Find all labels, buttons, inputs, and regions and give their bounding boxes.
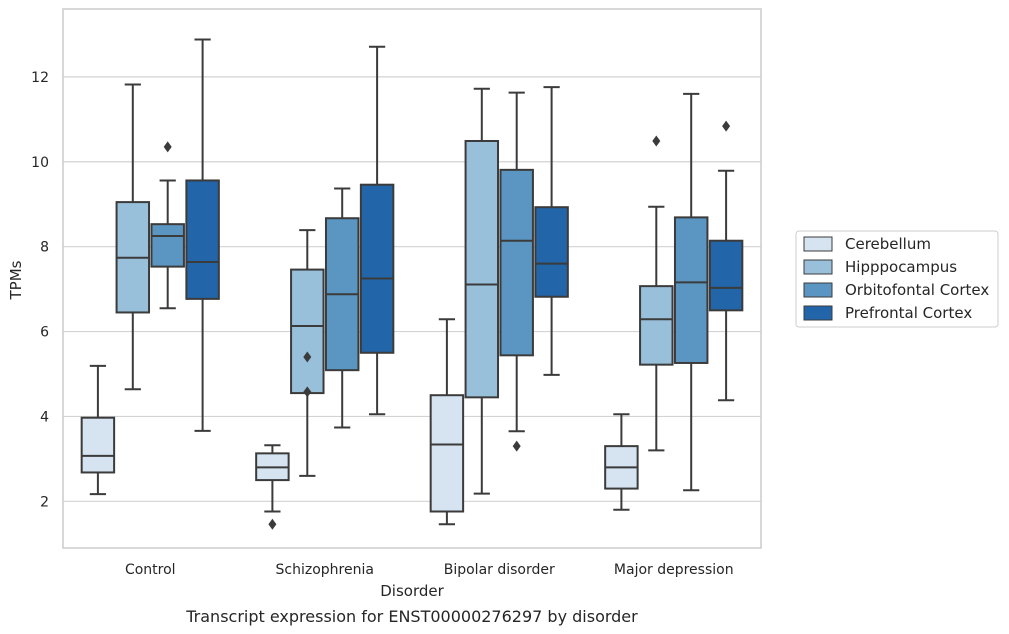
box-cerebellum-1: [255, 444, 290, 530]
plot-area-frame: [62, 8, 762, 549]
y-tick-label: 8: [40, 240, 49, 256]
x-tick-label: Control: [125, 562, 176, 578]
y-tick-label: 10: [31, 155, 49, 171]
legend-swatch: [803, 259, 833, 275]
iqr-box: [464, 139, 500, 399]
box-orbitofontal-cortex-3: [673, 92, 709, 492]
iqr-box: [185, 179, 220, 300]
legend-label: Cerebellum: [845, 235, 931, 253]
chart-caption: Transcript expression for ENST0000027629…: [185, 607, 638, 626]
box-prefrontal-cortex-1: [359, 45, 395, 416]
y-tick-label: 4: [40, 409, 49, 425]
box-hipppocampus-2: [464, 87, 500, 495]
y-tick-label: 12: [31, 70, 49, 86]
iqr-box: [639, 285, 674, 366]
box-hipppocampus-3: [639, 135, 674, 452]
iqr-box: [359, 183, 395, 354]
x-tick-label: Major depression: [614, 562, 734, 578]
x-tick-labels: Control Schizophrenia Bipolar disorder Majo…: [125, 562, 734, 578]
legend-label: Prefrontal Cortex: [845, 304, 972, 322]
outlier-point: [722, 120, 731, 132]
legend-frame: [795, 230, 999, 328]
iqr-box: [150, 223, 185, 268]
boxes: [80, 38, 744, 530]
outlier-point: [268, 518, 277, 530]
outlier-point: [652, 135, 661, 147]
iqr-box: [429, 394, 465, 513]
y-tick-label: 6: [40, 325, 49, 341]
legend-label: Orbitofontal Cortex: [845, 281, 989, 299]
iqr-box: [290, 268, 325, 395]
iqr-box: [673, 216, 709, 364]
iqr-box: [80, 416, 116, 474]
legend-swatch: [803, 236, 833, 252]
outlier-point: [512, 440, 521, 452]
box-hipppocampus-0: [115, 83, 151, 391]
box-hipppocampus-1: [290, 229, 325, 477]
box-prefrontal-cortex-3: [708, 120, 744, 402]
iqr-box: [499, 168, 534, 357]
box-orbitofontal-cortex-0: [150, 141, 185, 310]
x-tick-label: Schizophrenia: [276, 562, 374, 578]
iqr-box: [534, 206, 569, 298]
box-prefrontal-cortex-2: [534, 86, 569, 376]
legend-swatch: [803, 282, 833, 298]
box-prefrontal-cortex-0: [185, 38, 220, 432]
box-orbitofontal-cortex-2: [499, 91, 534, 452]
legend-label: Hipppocampus: [845, 258, 957, 276]
x-tick-label: Bipolar disorder: [444, 562, 555, 578]
x-axis-title: Disorder: [380, 582, 444, 600]
outlier-point: [163, 141, 172, 153]
legend-swatch: [803, 305, 833, 321]
box-cerebellum-3: [604, 413, 639, 511]
y-axis-title: TPMs: [7, 260, 25, 300]
outlier-point: [303, 351, 312, 363]
legend: Cerebellum Hipppocampus Orbitofontal Corte…: [795, 230, 999, 328]
box-orbitofontal-cortex-1: [324, 187, 360, 429]
box-cerebellum-2: [429, 318, 465, 526]
y-tick-label: 2: [40, 494, 49, 510]
box-cerebellum-0: [80, 364, 116, 496]
outlier-point: [303, 386, 312, 398]
y-tick-labels: 2 4 6 8 10 12: [31, 70, 49, 510]
iqr-box: [708, 239, 744, 312]
